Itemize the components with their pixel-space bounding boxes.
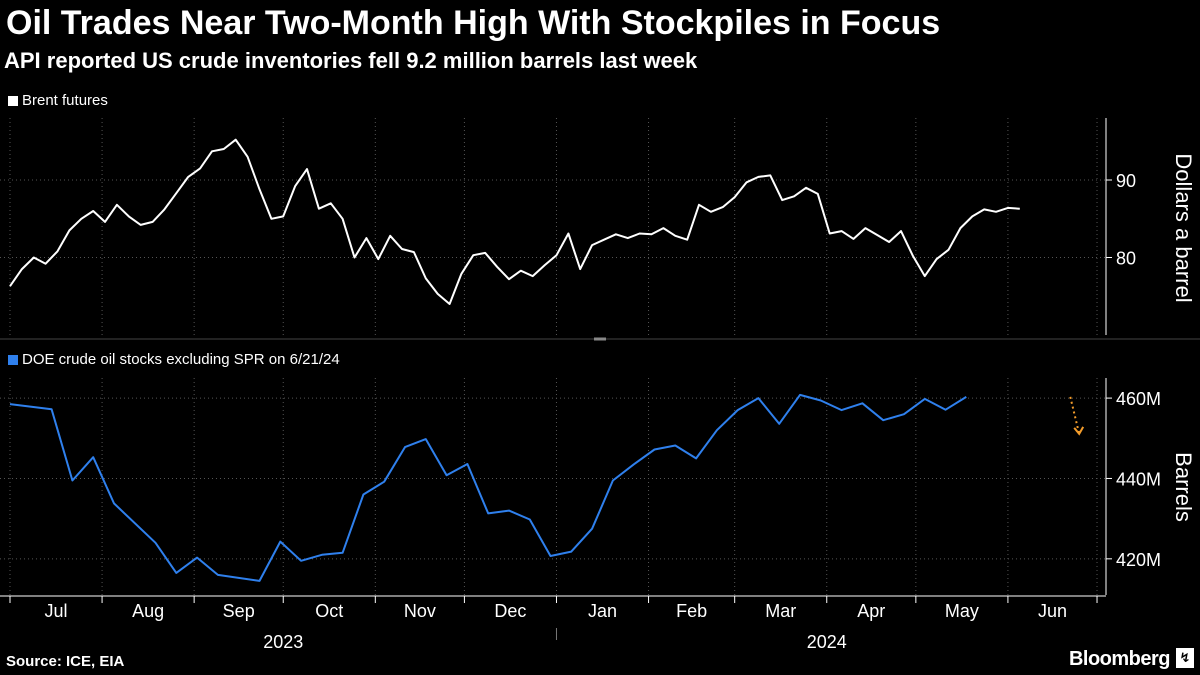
x-tick-label-sep: Sep — [223, 601, 255, 621]
forecast-arrowhead — [1073, 426, 1085, 436]
legend-label-brent: Brent futures — [22, 92, 108, 109]
y-tick-label-brent-0: 80 — [1116, 249, 1136, 269]
year-label-2023: 2023 — [263, 632, 303, 652]
axis-layer: 80 90 420M 440M 460M Jul Aug Sep Oct Nov Dec Jan Feb… — [0, 118, 1161, 652]
x-tick-label-aug: Aug — [132, 601, 164, 621]
grid-layer — [0, 118, 1200, 595]
legend-label-doe: DOE crude oil stocks excluding SPR on 6/… — [22, 351, 340, 368]
legend-brent: Brent futures — [8, 92, 108, 109]
x-tick-label-jan: Jan — [588, 601, 617, 621]
chart-title: Oil Trades Near Two-Month High With Stoc… — [6, 4, 941, 42]
source-note: Source: ICE, EIA — [6, 653, 125, 670]
series-line-doe-0 — [9, 393, 967, 582]
bloomberg-terminal-icon: ↯ — [1176, 648, 1194, 668]
y-axis-label-doe: Barrels — [1171, 452, 1196, 522]
x-tick-label-dec: Dec — [494, 601, 526, 621]
y-axis-label-brent: Dollars a barrel — [1171, 153, 1196, 302]
x-tick-label-may: May — [945, 601, 979, 621]
x-tick-label-mar: Mar — [765, 601, 796, 621]
y-tick-label-doe-2: 460M — [1116, 389, 1161, 409]
x-tick-label-feb: Feb — [676, 601, 707, 621]
series-layer — [9, 138, 1085, 582]
x-tick-label-apr: Apr — [857, 601, 885, 621]
y-tick-label-doe-0: 420M — [1116, 550, 1161, 570]
legend-doe: DOE crude oil stocks excluding SPR on 6/… — [8, 351, 340, 368]
series-line-doe-1 — [1069, 396, 1081, 435]
bloomberg-logo: Bloomberg — [1068, 648, 1171, 670]
series-line-brent-0 — [9, 138, 1020, 305]
year-label-2024: 2024 — [807, 632, 847, 652]
legend-swatch-brent — [8, 95, 18, 106]
y-tick-label-brent-1: 90 — [1116, 171, 1136, 191]
y-tick-label-doe-1: 440M — [1116, 469, 1161, 489]
legend-swatch-doe — [8, 354, 18, 365]
chart-subtitle: API reported US crude inventories fell 9… — [4, 48, 698, 73]
x-tick-label-jun: Jun — [1038, 601, 1067, 621]
x-tick-label-oct: Oct — [315, 601, 343, 621]
x-tick-label-jul: Jul — [45, 601, 68, 621]
x-tick-label-nov: Nov — [404, 601, 436, 621]
